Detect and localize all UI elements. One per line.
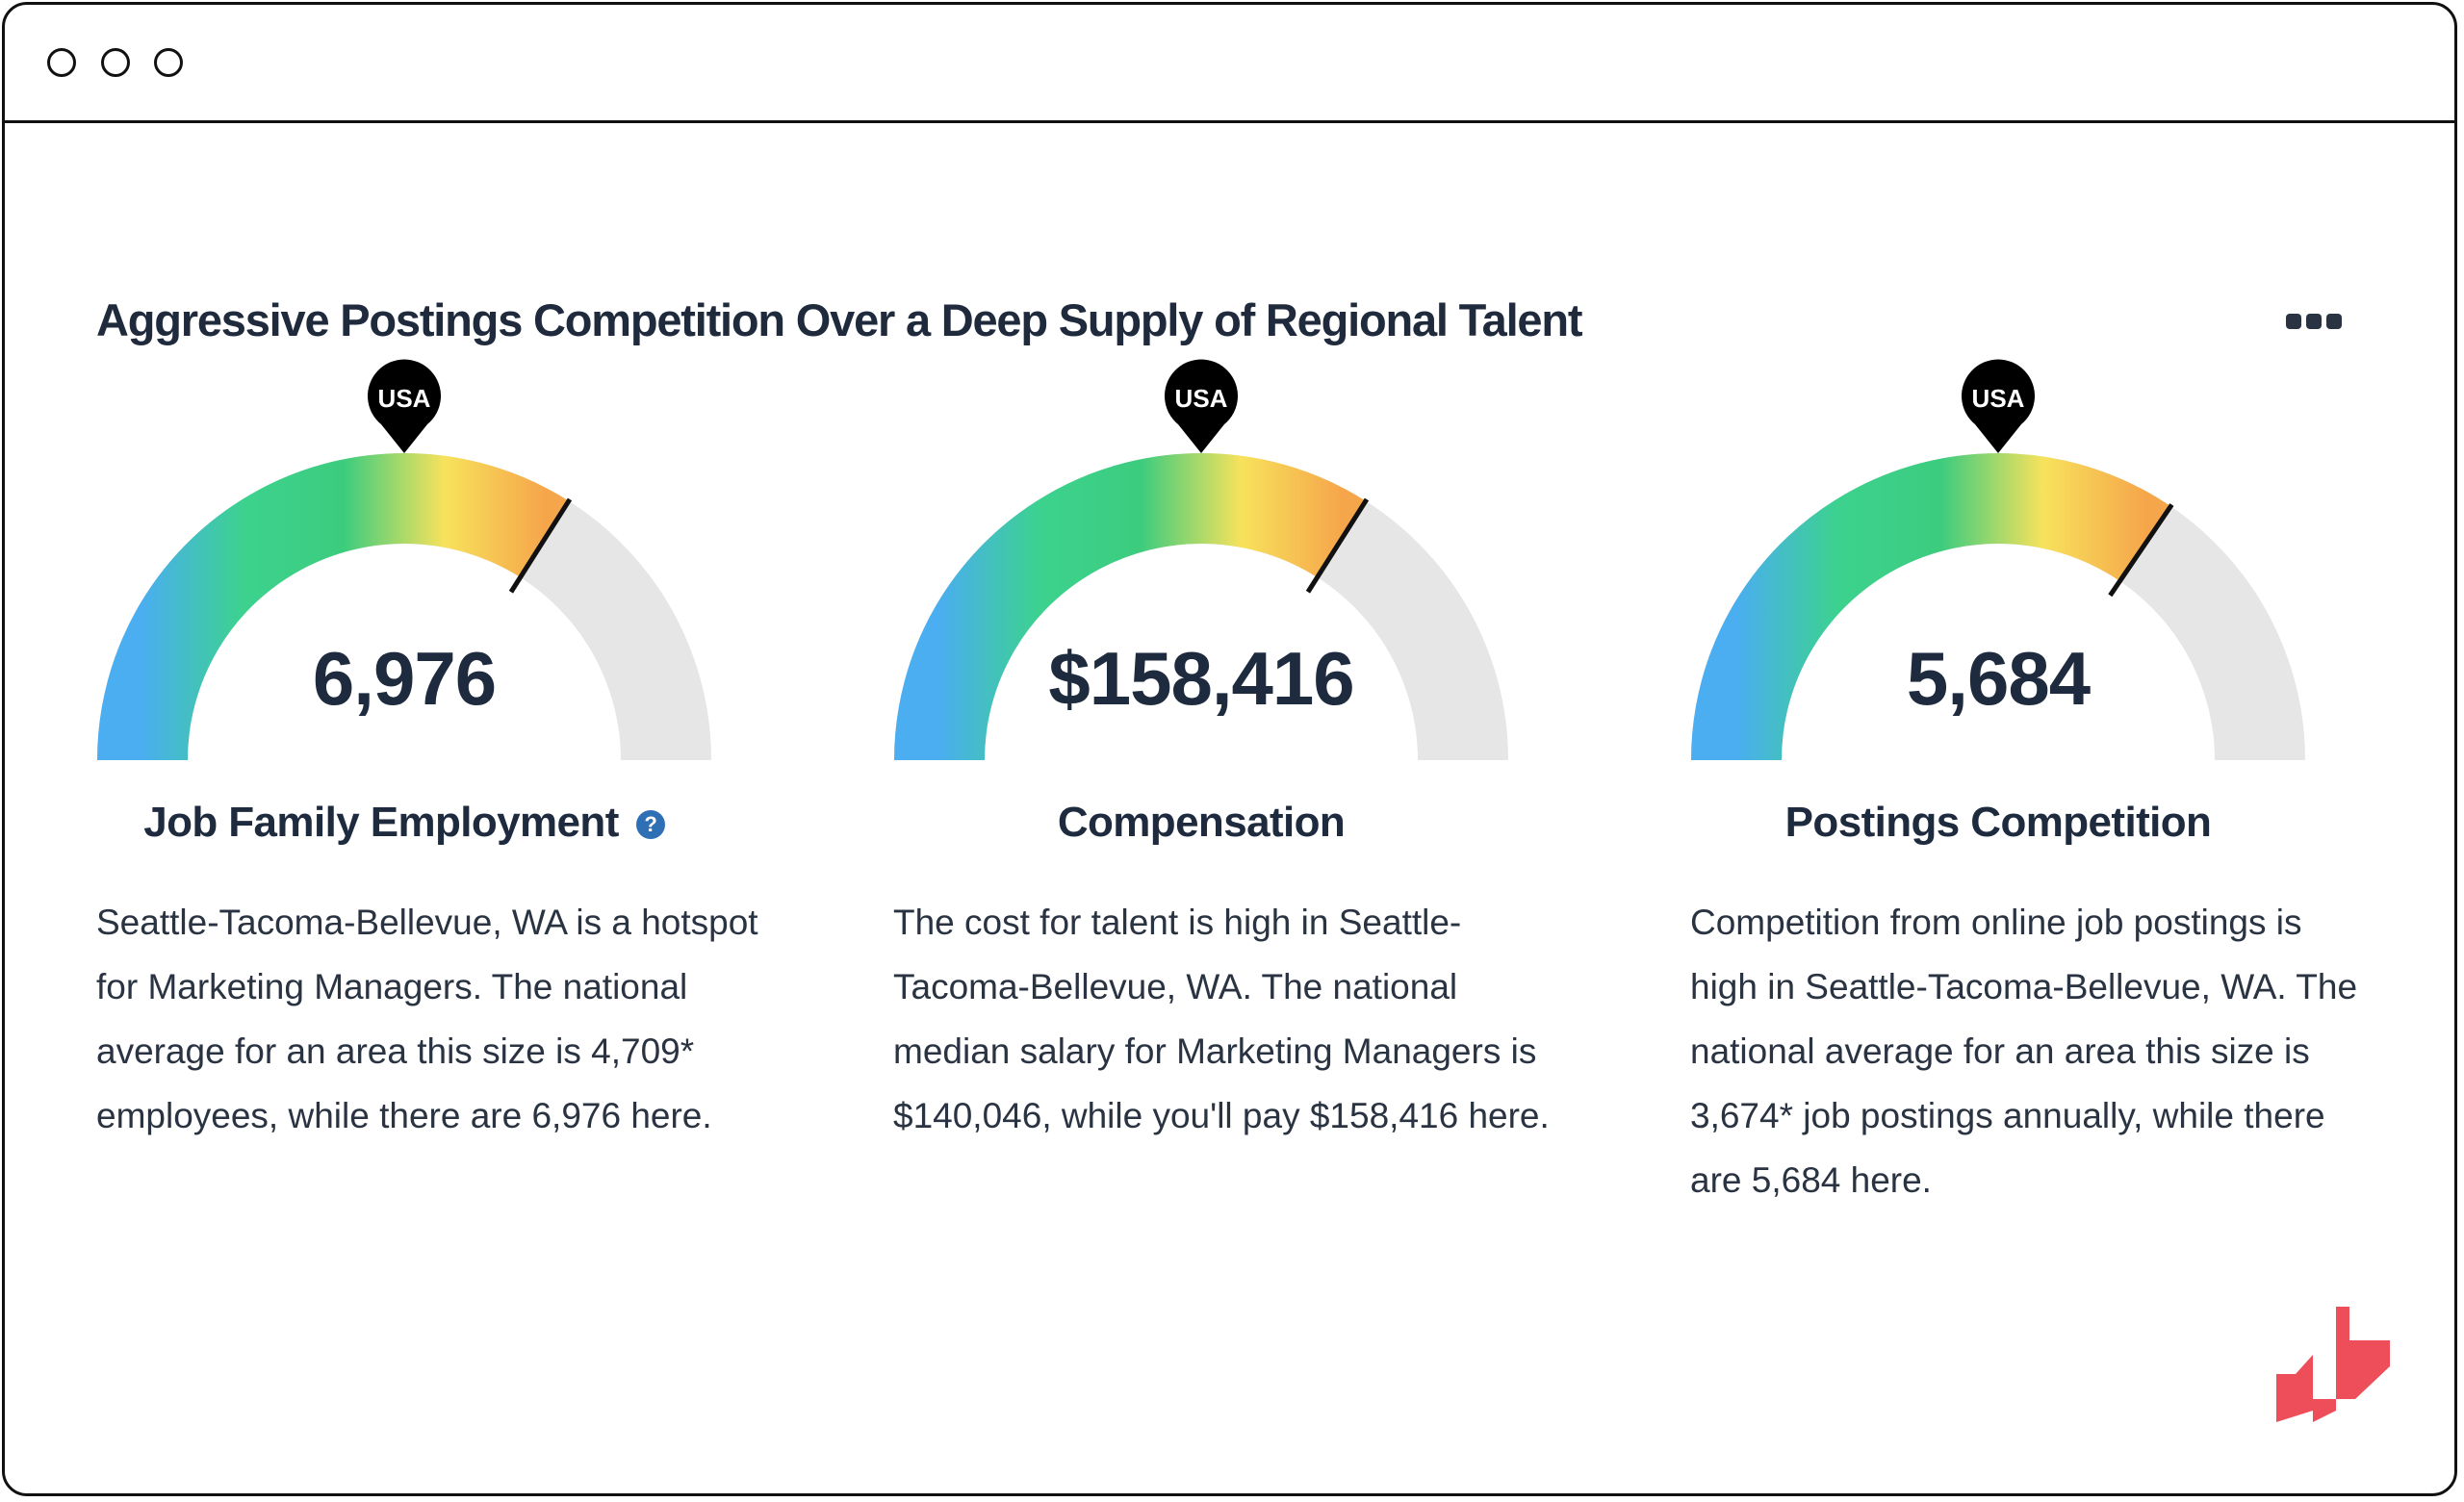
gauge-label: Compensation bbox=[1057, 799, 1346, 846]
brand-logo-icon bbox=[2276, 1307, 2390, 1422]
usa-marker-label: USA bbox=[1175, 384, 1228, 413]
window-close-dot[interactable] bbox=[47, 48, 76, 77]
gauge-value: 6,976 bbox=[312, 636, 497, 721]
gauge-card-postings-competition: USA 5,684 Postings Competition Competiti… bbox=[1690, 359, 2454, 1236]
gauge-label-text: Job Family Employment bbox=[143, 799, 619, 846]
gauge-value-arc bbox=[1691, 453, 2171, 761]
gauge-label: Postings Competition bbox=[1784, 799, 2212, 846]
gauge-description: Competition from online job postings is … bbox=[1690, 903, 2358, 1200]
gauge-chart: USA bbox=[1691, 359, 2305, 761]
card-title: Aggressive Postings Competition Over a D… bbox=[96, 294, 1583, 345]
gauge-description: The cost for talent is high in Seattle-T… bbox=[893, 903, 1550, 1135]
usa-marker-label: USA bbox=[378, 384, 431, 413]
gauge-level-needle bbox=[2108, 503, 2174, 598]
usa-marker-pin: USA bbox=[1165, 359, 1238, 453]
gauge-chart: USA bbox=[894, 359, 1508, 761]
usa-marker-label: USA bbox=[1972, 384, 2025, 413]
gauge-value-arc bbox=[97, 453, 569, 761]
more-options-button[interactable] bbox=[2286, 309, 2348, 334]
gauge-value: 5,684 bbox=[1906, 636, 2091, 721]
gauge-card-compensation: USA $158,416 Compensation The cost for t… bbox=[893, 359, 1692, 1236]
window-minimize-dot[interactable] bbox=[101, 48, 130, 77]
question-circle-icon[interactable]: ? bbox=[635, 810, 665, 840]
gauge-description: Seattle-Tacoma-Bellevue, WA is a hotspot… bbox=[96, 903, 758, 1135]
window-titlebar bbox=[5, 5, 2454, 123]
more-horizontal-icon bbox=[2286, 314, 2301, 329]
gauge-value-arc bbox=[894, 453, 1366, 761]
gauge-label: Job Family Employment? bbox=[96, 799, 712, 847]
gauge-card-job-family-employment: USA 6,976 Job Family Employment? Seattle… bbox=[96, 359, 895, 1236]
gauge-level-needle bbox=[1305, 497, 1370, 594]
usa-marker-pin: USA bbox=[367, 359, 441, 453]
gauge-chart: USA bbox=[97, 359, 711, 761]
window-maximize-dot[interactable] bbox=[154, 48, 183, 77]
usa-marker-pin: USA bbox=[1962, 359, 2035, 453]
gauge-level-needle bbox=[508, 497, 573, 594]
gauge-value: $158,416 bbox=[1048, 636, 1354, 721]
